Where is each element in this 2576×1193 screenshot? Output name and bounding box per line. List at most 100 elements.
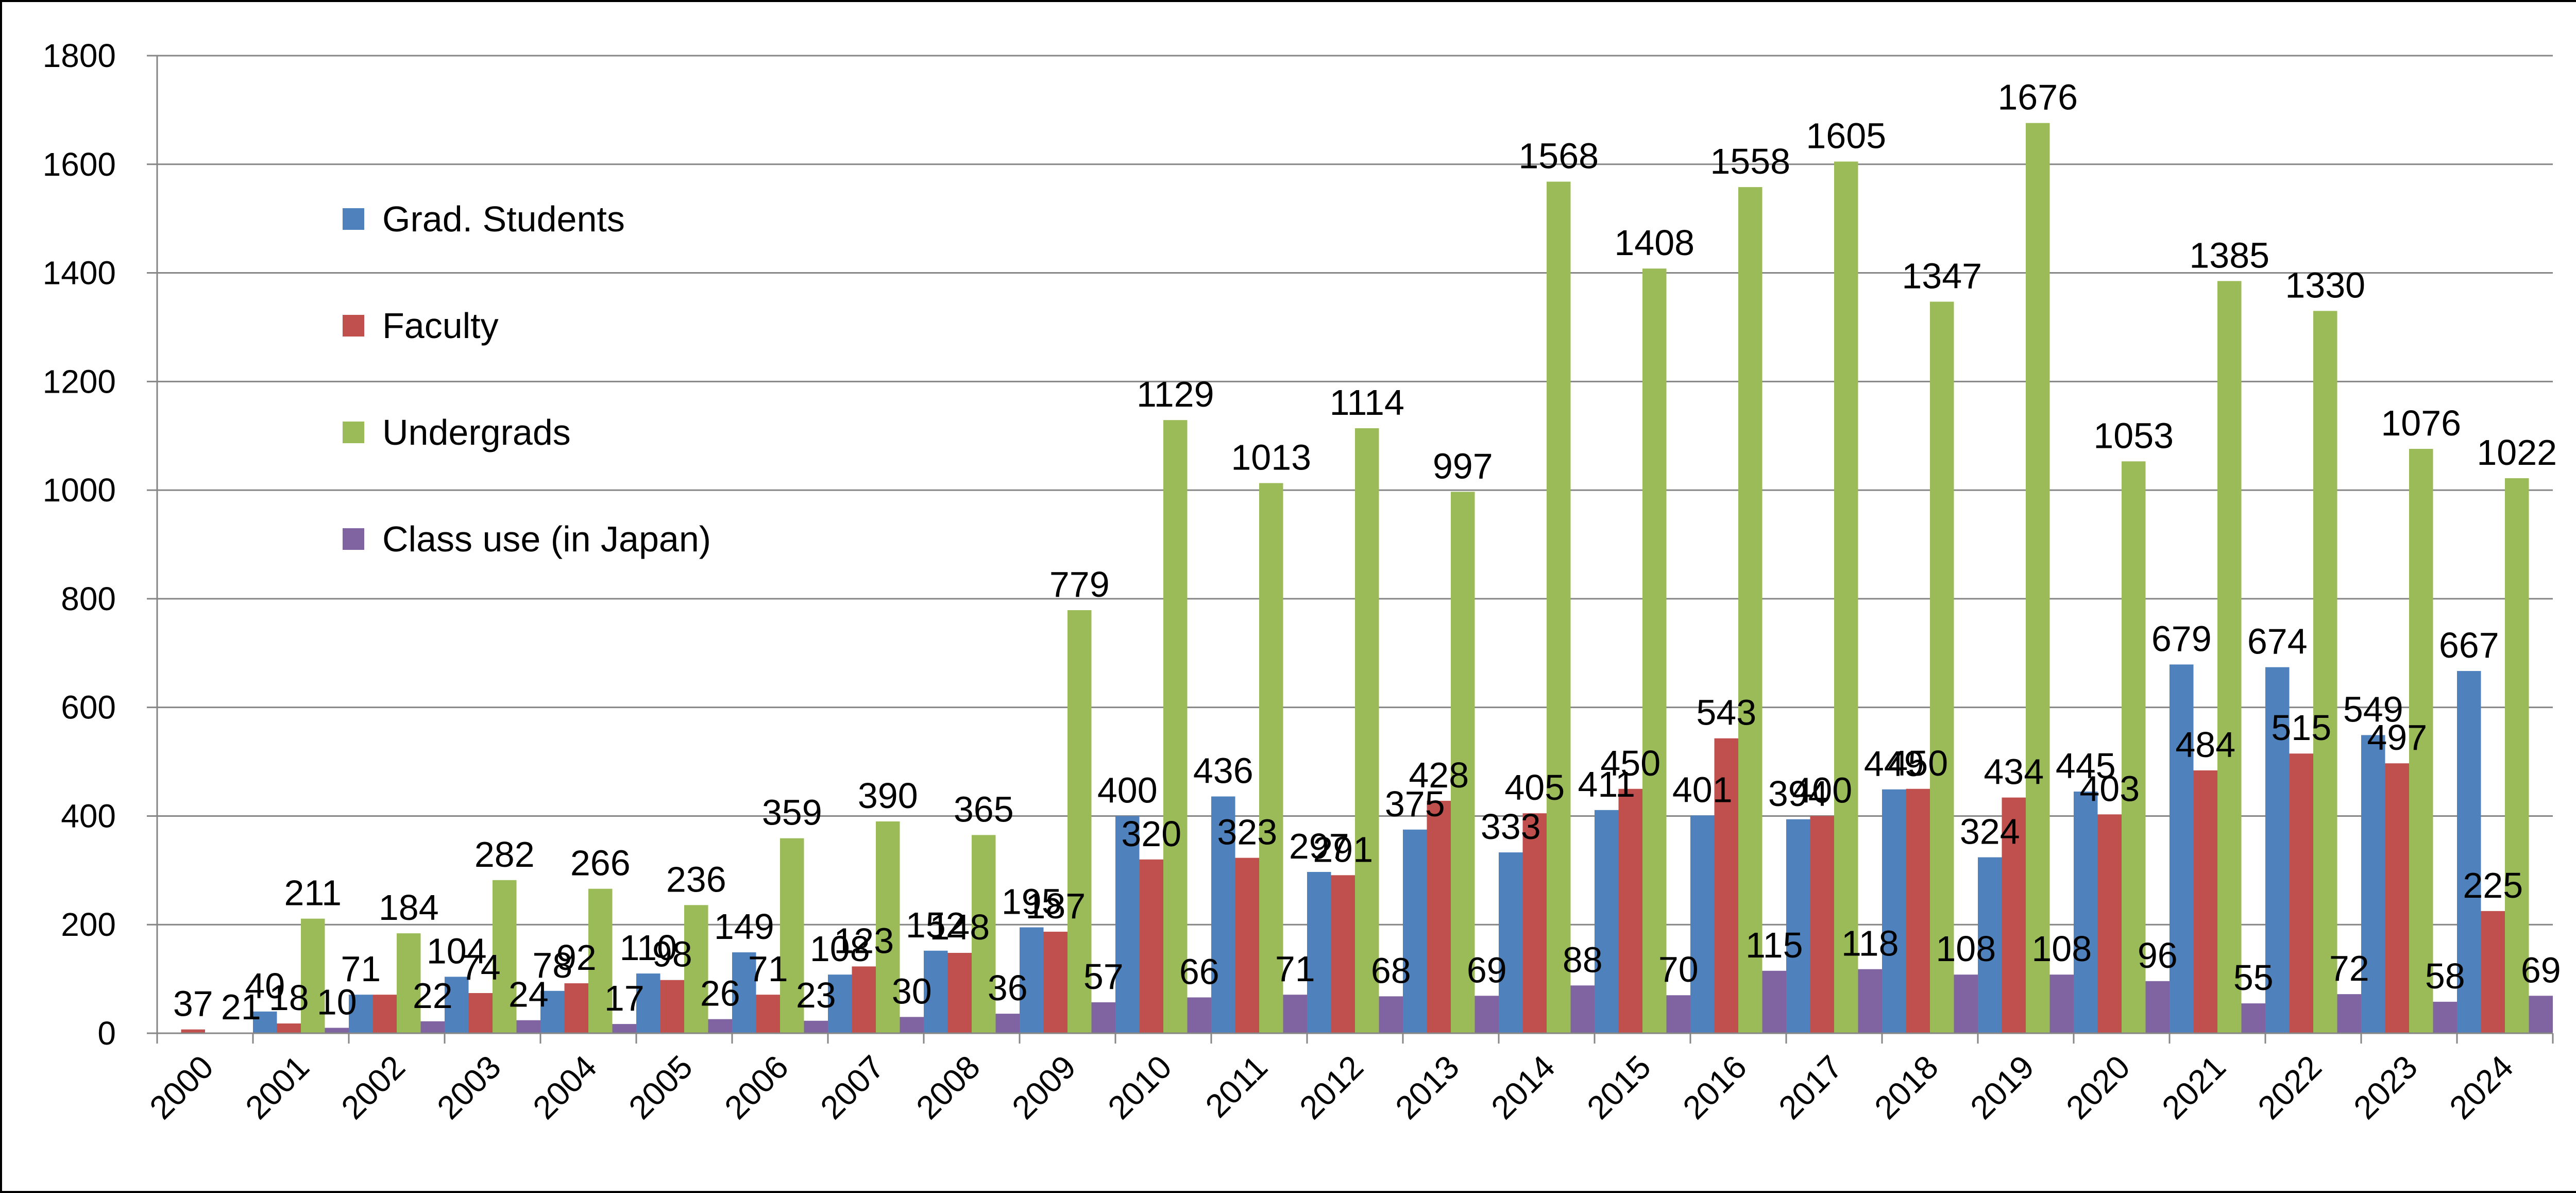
bar [1595, 810, 1619, 1033]
bar [1690, 815, 1715, 1033]
bar [1930, 301, 1954, 1034]
y-tick-label: 400 [61, 797, 116, 834]
data-label: 55 [2233, 957, 2274, 998]
bar [1379, 996, 1403, 1033]
legend-swatch [343, 208, 364, 230]
x-tick-label: 2009 [1005, 1048, 1083, 1127]
bar [1283, 995, 1307, 1033]
bar [1067, 610, 1092, 1033]
bar [564, 983, 588, 1033]
x-tick-label: 2003 [430, 1048, 508, 1127]
bar [1235, 858, 1259, 1033]
bar [445, 977, 469, 1033]
bar [1786, 819, 1810, 1033]
data-label: 1558 [1710, 141, 1790, 181]
bar [876, 821, 900, 1033]
data-label: 484 [2175, 725, 2235, 765]
x-tick-label: 2010 [1100, 1048, 1179, 1127]
data-label: 434 [1984, 752, 2044, 792]
data-label: 68 [1371, 950, 1411, 990]
bar [2409, 449, 2433, 1033]
bar [2529, 996, 2553, 1033]
data-label: 98 [652, 934, 692, 974]
bar [516, 1020, 540, 1033]
data-label: 450 [1888, 743, 1948, 783]
bar [1642, 268, 1667, 1033]
data-label: 679 [2151, 618, 2212, 659]
bar [2193, 770, 2217, 1033]
bar [2122, 461, 2146, 1033]
y-tick-label: 600 [61, 689, 116, 726]
bar [828, 974, 852, 1033]
data-label: 195 [1002, 881, 1062, 921]
bar [1020, 927, 1044, 1033]
x-tick-label: 2020 [2059, 1048, 2137, 1127]
bar [325, 1028, 349, 1033]
bar [1427, 800, 1451, 1033]
data-label: 92 [556, 937, 597, 978]
data-label: 71 [748, 949, 788, 989]
data-label: 515 [2271, 708, 2331, 748]
data-label: 390 [858, 776, 918, 816]
y-tick-label: 1800 [43, 37, 116, 74]
bar [1522, 813, 1547, 1033]
bar [684, 905, 708, 1033]
bar [349, 995, 373, 1033]
bar [1858, 969, 1882, 1033]
bar [1259, 483, 1283, 1033]
x-tick-label: 2007 [813, 1048, 891, 1127]
x-tick-label: 2017 [1771, 1048, 1850, 1127]
data-label: 497 [2367, 717, 2427, 758]
bar [277, 1023, 301, 1033]
x-tick-label: 2015 [1580, 1048, 1658, 1127]
legend-swatch [343, 315, 364, 337]
bar [1738, 187, 1762, 1033]
bar [2313, 311, 2337, 1033]
bar [636, 973, 660, 1033]
data-label: 57 [1083, 956, 1124, 997]
bar [2241, 1003, 2265, 1033]
data-label: 23 [796, 975, 836, 1015]
y-tick-label: 1600 [43, 146, 116, 183]
bar [1355, 428, 1379, 1033]
data-label: 148 [929, 907, 990, 947]
bar [1331, 875, 1355, 1033]
data-label: 394 [1768, 774, 1828, 814]
bar [972, 835, 996, 1033]
bars [181, 123, 2553, 1034]
data-label: 26 [700, 973, 740, 1014]
bar [2002, 797, 2026, 1033]
x-tick-label: 2016 [1675, 1048, 1754, 1127]
bar [372, 995, 397, 1033]
bar [2505, 478, 2529, 1033]
data-label: 236 [666, 859, 726, 899]
bar [947, 953, 972, 1033]
data-label: 152 [906, 905, 966, 945]
data-label: 184 [379, 887, 439, 928]
data-label: 110 [619, 928, 677, 968]
x-tick-label: 2011 [1198, 1048, 1275, 1124]
bar [2145, 981, 2170, 1033]
data-label: 401 [1672, 769, 1733, 810]
data-label: 1568 [1518, 136, 1599, 176]
bar [253, 1011, 277, 1033]
bar [1139, 859, 1163, 1033]
bar [1834, 161, 1858, 1034]
data-label: 88 [1563, 939, 1603, 980]
data-label: 115 [1745, 925, 1803, 965]
bar [2481, 911, 2505, 1033]
data-label: 449 [1864, 744, 1924, 784]
data-label: 21 [221, 987, 261, 1027]
data-label: 17 [604, 978, 645, 1018]
legend-swatch [343, 422, 364, 443]
bar [1043, 931, 1067, 1033]
data-label: 1114 [1330, 382, 1404, 423]
data-label: 1330 [2285, 265, 2365, 305]
bar [708, 1019, 732, 1033]
data-label: 320 [1121, 814, 1181, 854]
data-label: 400 [1792, 770, 1852, 810]
bar [2170, 664, 2194, 1033]
data-label: 333 [1481, 806, 1541, 847]
data-label: 211 [284, 873, 342, 913]
